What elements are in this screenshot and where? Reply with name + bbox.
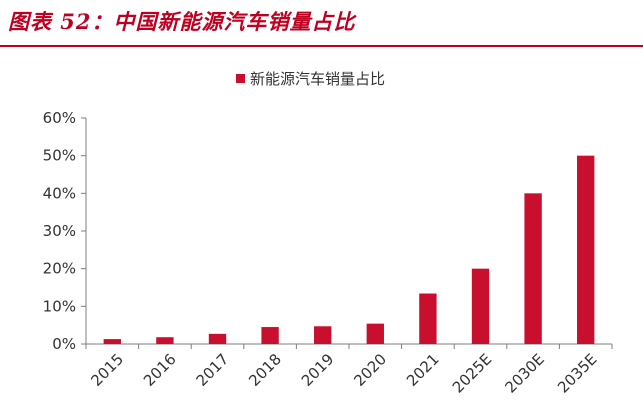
legend-label: 新能源汽车销量占比 bbox=[250, 70, 385, 88]
x-tick-label: 2035E bbox=[554, 350, 600, 396]
x-tick-label: 2030E bbox=[502, 350, 548, 396]
y-tick-label: 10% bbox=[43, 297, 76, 315]
chart-legend: 新能源汽车销量占比 bbox=[236, 70, 385, 88]
x-tick-label: 2018 bbox=[245, 350, 285, 390]
x-tick-label: 2025E bbox=[449, 350, 495, 396]
y-tick-label: 60% bbox=[43, 109, 76, 127]
y-tick-label: 20% bbox=[43, 260, 76, 278]
bar bbox=[314, 326, 332, 344]
bar bbox=[208, 333, 227, 344]
x-tick-label: 2016 bbox=[140, 350, 180, 390]
bar bbox=[577, 155, 595, 344]
figure-title: 图表 52：中国新能源汽车销量占比 bbox=[8, 9, 356, 34]
bar-series bbox=[103, 155, 595, 344]
x-tick-label: 2015 bbox=[87, 350, 127, 390]
bar bbox=[366, 323, 384, 344]
x-tick-label: 2021 bbox=[403, 350, 443, 390]
y-tick-label: 0% bbox=[52, 335, 76, 353]
x-axis: 2015 2016 2017 2018 2019 2020 2021 2025E 2030E 20… bbox=[85, 343, 613, 397]
x-tick-label: 2020 bbox=[350, 350, 390, 390]
y-tick-label: 30% bbox=[43, 222, 76, 240]
bar bbox=[103, 339, 121, 344]
x-tick-label: 2017 bbox=[193, 350, 233, 390]
x-tick-label: 2019 bbox=[298, 350, 338, 390]
bar bbox=[471, 268, 490, 344]
bar bbox=[156, 337, 174, 344]
title-divider bbox=[0, 45, 643, 47]
y-tick-label: 50% bbox=[43, 147, 76, 165]
y-axis: 0% 10% 20% 30% 40% 50% 60% bbox=[43, 109, 87, 353]
bar bbox=[419, 293, 437, 344]
legend-swatch bbox=[236, 74, 245, 83]
y-tick-label: 40% bbox=[43, 184, 76, 202]
bar bbox=[524, 193, 542, 344]
bar bbox=[261, 327, 279, 344]
